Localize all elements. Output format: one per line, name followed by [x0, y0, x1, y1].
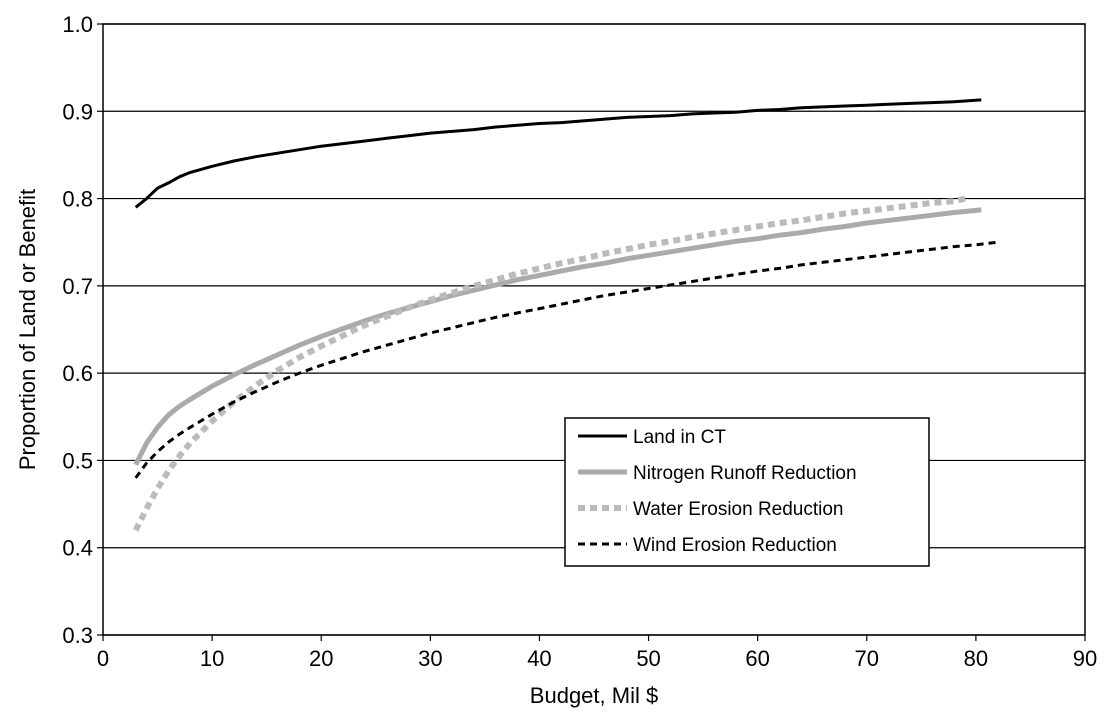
y-tick-label: 0.8 — [62, 187, 93, 212]
legend-label-3: Wind Erosion Reduction — [633, 535, 837, 556]
series-line-0 — [134, 98, 982, 209]
x-tick-label: 50 — [636, 646, 660, 671]
legend-label-1: Nitrogen Runoff Reduction — [633, 463, 857, 484]
legend-label-2: Water Erosion Reduction — [633, 499, 844, 520]
x-axis-title: Budget, Mil $ — [530, 683, 658, 708]
x-tick-label: 10 — [200, 646, 224, 671]
y-tick-label: 0.7 — [62, 274, 93, 299]
y-tick-label: 1.0 — [62, 12, 93, 37]
x-tick-label: 20 — [309, 646, 333, 671]
x-tick-label: 70 — [855, 646, 879, 671]
x-tick-label: 40 — [527, 646, 551, 671]
legend-box — [564, 417, 930, 567]
y-axis-title: Proportion of Land or Benefit — [15, 189, 40, 470]
plot-area-frame — [102, 23, 1086, 636]
series-line-1 — [133, 207, 982, 466]
x-tick-label: 60 — [745, 646, 769, 671]
x-tick-label: 90 — [1073, 646, 1097, 671]
y-tick-label: 0.4 — [62, 536, 93, 561]
legend-label-0: Land in CT — [633, 427, 726, 448]
y-tick-label: 0.6 — [62, 361, 93, 386]
series-line-3 — [134, 240, 998, 479]
x-tick-label: 30 — [418, 646, 442, 671]
axis-ticks: 0.3 0.4 0.5 0.6 0.7 0.8 0.9 1.0 0 10 20 30 40 50 60 70 8… — [62, 12, 1097, 671]
y-tick-label: 0.3 — [62, 623, 93, 648]
y-tick-label: 0.5 — [62, 448, 93, 473]
series-lines — [133, 98, 998, 532]
x-tick-label: 80 — [964, 646, 988, 671]
x-tick-label: 0 — [97, 646, 109, 671]
legend: Land in CT Nitrogen Runoff Reduction Water… — [564, 417, 930, 567]
y-tick-label: 0.9 — [62, 99, 93, 124]
